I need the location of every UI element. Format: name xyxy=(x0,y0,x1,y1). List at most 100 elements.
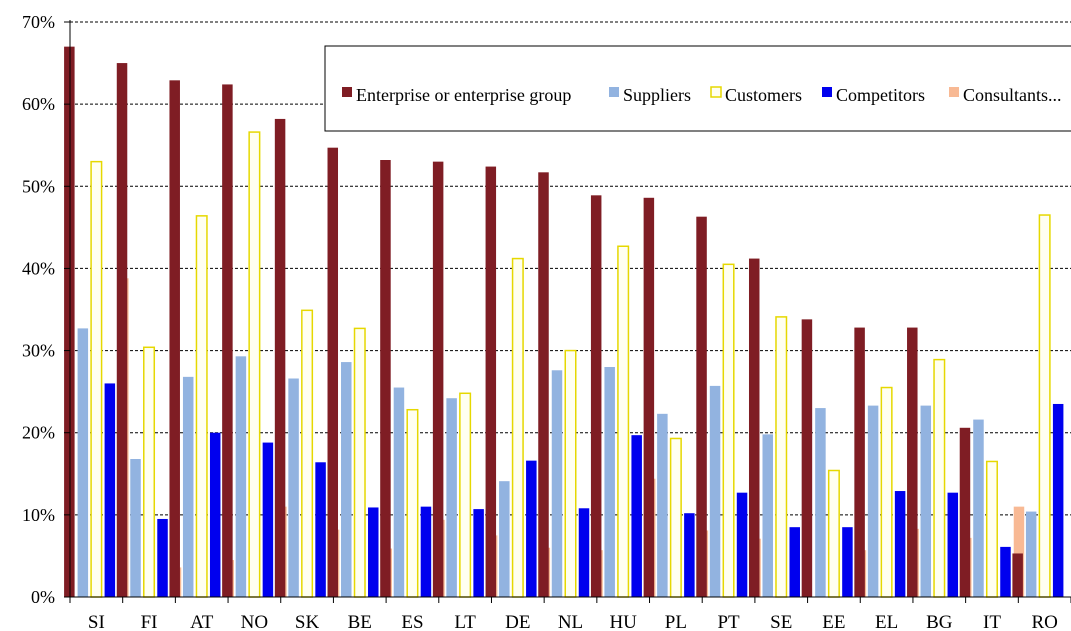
legend-label: Enterprise or enterprise group xyxy=(356,85,571,105)
x-tick-label: RO xyxy=(1031,612,1057,631)
bar-enterprise-or-enterprise-group-ro xyxy=(1012,553,1023,597)
bar-customers-ro xyxy=(1038,214,1051,598)
bar-suppliers-ro xyxy=(1025,511,1037,597)
bar-customers-ee xyxy=(827,469,840,598)
x-tick-label: HU xyxy=(609,612,637,631)
x-tick-label: IT xyxy=(983,612,1001,631)
bar-customers-fi xyxy=(143,346,156,598)
legend-box xyxy=(324,45,1071,132)
bar-competitors-es xyxy=(420,506,432,597)
bar-enterprise-or-enterprise-group-si xyxy=(64,46,75,597)
bar-customers-si xyxy=(90,160,103,598)
bar-enterprise-or-enterprise-group-el xyxy=(854,327,865,597)
bar-enterprise-or-enterprise-group-be xyxy=(327,147,339,597)
legend-swatch xyxy=(609,87,619,97)
y-tick-label: 10% xyxy=(22,505,55,525)
bar-enterprise-or-enterprise-group-no xyxy=(222,84,233,597)
x-tick-label: BE xyxy=(348,612,372,631)
bar-suppliers-si xyxy=(77,328,89,597)
bar-competitors-se xyxy=(789,527,800,597)
bar-customers-el xyxy=(880,386,893,598)
bar-customers-nl xyxy=(564,349,577,598)
legend-label: Competitors xyxy=(836,85,925,105)
x-tick-label: LT xyxy=(454,612,476,631)
bar-enterprise-or-enterprise-group-pl xyxy=(643,197,655,598)
bar-competitors-ro xyxy=(1052,403,1064,597)
bar-enterprise-or-enterprise-group-fi xyxy=(116,63,128,598)
bar-competitors-fi xyxy=(157,518,168,597)
bar-customers-se xyxy=(775,316,788,598)
x-tick-label: BG xyxy=(926,612,953,631)
bar-suppliers-hu xyxy=(604,367,615,597)
y-tick-label: 50% xyxy=(22,176,55,196)
bar-enterprise-or-enterprise-group-de xyxy=(485,166,497,598)
x-tick-label: ES xyxy=(401,612,423,631)
bar-suppliers-sk xyxy=(288,378,299,597)
bars xyxy=(64,46,1064,598)
bar-suppliers-fi xyxy=(130,459,141,597)
y-tick-label: 30% xyxy=(22,341,55,361)
bar-suppliers-se xyxy=(762,434,773,597)
bar-competitors-lt xyxy=(473,509,484,597)
bar-suppliers-pt xyxy=(709,385,721,597)
bar-competitors-bg xyxy=(947,492,959,597)
bar-customers-de xyxy=(511,257,524,598)
y-tick-label: 70% xyxy=(22,12,55,32)
bar-suppliers-bg xyxy=(920,405,932,597)
x-tick-label: EE xyxy=(822,612,845,631)
bar-customers-it xyxy=(985,460,998,598)
y-tick-label: 20% xyxy=(22,423,55,443)
bar-competitors-it xyxy=(1000,546,1011,597)
bar-suppliers-ee xyxy=(815,408,826,597)
x-tick-label: AT xyxy=(190,612,214,631)
y-tick-label: 40% xyxy=(22,258,55,278)
bar-competitors-pl xyxy=(684,513,695,597)
bar-competitors-de xyxy=(526,460,537,597)
bar-customers-at xyxy=(195,215,208,598)
bar-suppliers-be xyxy=(341,362,352,597)
bar-enterprise-or-enterprise-group-pt xyxy=(696,216,707,597)
bar-customers-hu xyxy=(617,245,630,598)
bar-enterprise-or-enterprise-group-ee xyxy=(801,319,813,597)
x-tick-label: EL xyxy=(875,612,898,631)
legend-swatch xyxy=(949,87,959,97)
bar-customers-bg xyxy=(933,358,946,598)
bar-enterprise-or-enterprise-group-sk xyxy=(274,118,286,597)
x-tick-label: DE xyxy=(505,612,530,631)
bar-enterprise-or-enterprise-group-at xyxy=(169,80,180,598)
bar-competitors-el xyxy=(894,491,906,597)
bar-consultants-it xyxy=(1013,506,1025,597)
y-axis-tick-labels: 0% 10% 20% 30% 40% 50% 60% 70% xyxy=(22,12,55,607)
x-tick-label: NL xyxy=(558,612,583,631)
bar-enterprise-or-enterprise-group-bg xyxy=(907,327,918,597)
bar-competitors-pt xyxy=(736,492,748,597)
legend-label: Suppliers xyxy=(623,85,691,105)
bar-suppliers-lt xyxy=(446,398,457,597)
bar-suppliers-no xyxy=(235,356,247,597)
x-tick-label: SK xyxy=(295,612,320,631)
x-axis-tick-labels: SI FI AT NO SK BE ES LT DE NL HU PL PT SE EE EL BG IT RO xyxy=(88,612,1058,631)
bar-enterprise-or-enterprise-group-it xyxy=(959,427,971,597)
bar-suppliers-de xyxy=(499,481,510,597)
legend-swatch xyxy=(710,86,722,98)
bar-competitors-be xyxy=(368,507,379,597)
y-tick-label: 60% xyxy=(22,94,55,114)
bar-competitors-at xyxy=(209,432,221,597)
bar-competitors-nl xyxy=(578,508,590,597)
x-tick-label: PT xyxy=(717,612,740,631)
bar-suppliers-pl xyxy=(657,413,668,597)
x-tick-label: NO xyxy=(241,612,268,631)
bar-enterprise-or-enterprise-group-es xyxy=(380,160,391,597)
bar-competitors-no xyxy=(262,442,274,597)
bar-enterprise-or-enterprise-group-lt xyxy=(432,161,444,597)
bar-competitors-sk xyxy=(315,462,326,597)
legend-label: Customers xyxy=(725,85,802,105)
x-tick-label: PL xyxy=(665,612,687,631)
legend-swatch xyxy=(342,87,352,97)
bar-suppliers-es xyxy=(393,387,405,597)
bar-suppliers-at xyxy=(182,376,194,597)
bar-customers-pt xyxy=(722,263,735,598)
bar-competitors-hu xyxy=(631,435,642,597)
x-tick-label: SE xyxy=(770,612,792,631)
